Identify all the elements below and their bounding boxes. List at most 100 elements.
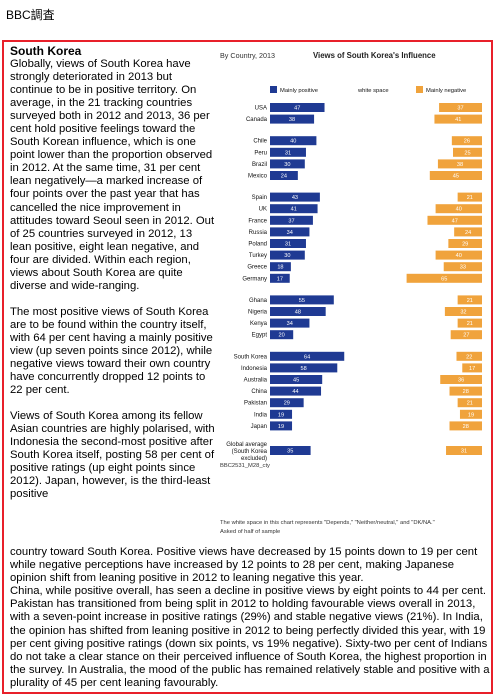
value-positive: 35 xyxy=(287,449,293,455)
legend-label-neutral: white space xyxy=(357,88,389,94)
bar-negative xyxy=(443,262,482,272)
bar-negative xyxy=(459,409,482,419)
value-negative: 36 xyxy=(458,378,464,384)
bar-positive xyxy=(270,330,294,340)
country-label: Peru xyxy=(254,150,267,156)
country-label: Spain xyxy=(252,195,267,201)
value-positive: 19 xyxy=(278,412,284,418)
views-chart: By Country, 2013 Views of South Korea's I… xyxy=(218,46,490,536)
chart-code: BBC2531_M28_cty xyxy=(220,463,270,469)
value-negative: 26 xyxy=(464,139,470,145)
value-positive: 20 xyxy=(278,333,284,339)
country-label: UK xyxy=(259,207,267,213)
value-negative: 21 xyxy=(467,298,473,304)
bar-positive xyxy=(270,239,306,248)
value-positive: 17 xyxy=(277,276,283,282)
value-negative: 41 xyxy=(455,117,461,123)
value-negative: 29 xyxy=(462,242,468,248)
value-positive: 55 xyxy=(299,298,305,304)
country-label: India xyxy=(254,412,268,418)
bar-positive xyxy=(270,363,338,373)
bar-positive xyxy=(270,250,305,260)
country-label: Canada xyxy=(246,117,268,123)
bar-positive xyxy=(270,295,334,305)
value-positive: 44 xyxy=(292,389,298,395)
value-positive: 31 xyxy=(285,150,291,156)
legend-label-negative: Mainly negative xyxy=(426,88,466,94)
country-label: Germany xyxy=(242,276,267,282)
bar-positive xyxy=(270,227,310,237)
value-positive: 38 xyxy=(289,117,295,123)
value-positive: 37 xyxy=(288,218,294,224)
value-negative: 17 xyxy=(469,366,475,372)
bar-positive xyxy=(270,386,322,396)
article-title: South Korea xyxy=(10,44,82,58)
country-label: Japan xyxy=(251,424,267,430)
country-label: Global average xyxy=(226,442,267,448)
value-negative: 21 xyxy=(467,401,473,407)
bar-positive xyxy=(270,307,326,316)
country-label: Nigeria xyxy=(248,310,268,316)
value-negative: 21 xyxy=(467,195,473,201)
country-label: Russia xyxy=(249,230,268,236)
country-label: Pakistan xyxy=(244,401,267,407)
country-label: Ghana xyxy=(249,298,268,304)
bar-positive xyxy=(270,409,293,419)
country-label: Brazil xyxy=(252,162,267,168)
value-positive: 34 xyxy=(287,321,293,327)
bar-positive xyxy=(270,262,291,272)
value-positive: 30 xyxy=(284,162,290,168)
country-label: Mexico xyxy=(248,174,268,180)
value-negative: 40 xyxy=(456,253,462,259)
bar-negative xyxy=(457,192,482,202)
country-label: France xyxy=(248,218,267,224)
article-frame xyxy=(2,40,493,694)
bar-negative xyxy=(450,330,482,340)
value-positive: 64 xyxy=(304,354,310,360)
value-negative: 24 xyxy=(465,230,471,236)
bar-negative xyxy=(439,103,482,112)
bar-negative xyxy=(437,159,482,169)
bar-positive xyxy=(270,398,304,408)
bar-negative xyxy=(444,307,482,316)
article-paragraph: country toward South Korea. Positive vie… xyxy=(10,546,478,585)
value-negative: 19 xyxy=(468,412,474,418)
value-negative: 37 xyxy=(457,106,463,112)
value-positive: 40 xyxy=(290,139,296,145)
bar-positive xyxy=(270,318,310,328)
country-label: Turkey xyxy=(249,253,267,259)
value-negative: 38 xyxy=(457,162,463,168)
article-paragraph: Globally, views of South Korea have stro… xyxy=(10,58,215,292)
article-paragraph: Views of South Korea among its fellow As… xyxy=(10,410,215,501)
bar-negative xyxy=(429,171,482,180)
bar-negative xyxy=(440,375,482,384)
article-left-column: South Korea Globally, views of South Kor… xyxy=(10,44,215,515)
value-negative: 28 xyxy=(463,389,469,395)
bar-negative xyxy=(462,363,482,373)
bar-positive xyxy=(270,159,305,169)
bar-negative xyxy=(449,421,482,431)
bar-negative xyxy=(457,398,482,408)
value-negative: 25 xyxy=(464,150,470,156)
country-label: China xyxy=(251,389,267,395)
chart-note: The white space in this chart represents… xyxy=(220,520,435,526)
legend-label-positive: Mainly positive xyxy=(280,88,318,94)
bar-positive xyxy=(270,215,313,225)
value-negative: 31 xyxy=(461,449,467,455)
bar-positive xyxy=(270,204,318,214)
bar-negative xyxy=(435,204,482,214)
value-positive: 24 xyxy=(281,174,287,180)
country-label: Australia xyxy=(244,378,268,384)
value-positive: 29 xyxy=(284,401,290,407)
value-positive: 19 xyxy=(278,424,284,430)
bar-negative xyxy=(456,351,482,361)
value-negative: 21 xyxy=(467,321,473,327)
value-negative: 27 xyxy=(463,333,469,339)
value-negative: 28 xyxy=(463,424,469,430)
bar-positive xyxy=(270,103,325,112)
bar-positive xyxy=(270,147,306,157)
value-negative: 40 xyxy=(456,207,462,213)
country-label: Kenya xyxy=(250,321,268,327)
bar-positive xyxy=(270,136,317,146)
value-positive: 45 xyxy=(293,378,299,384)
